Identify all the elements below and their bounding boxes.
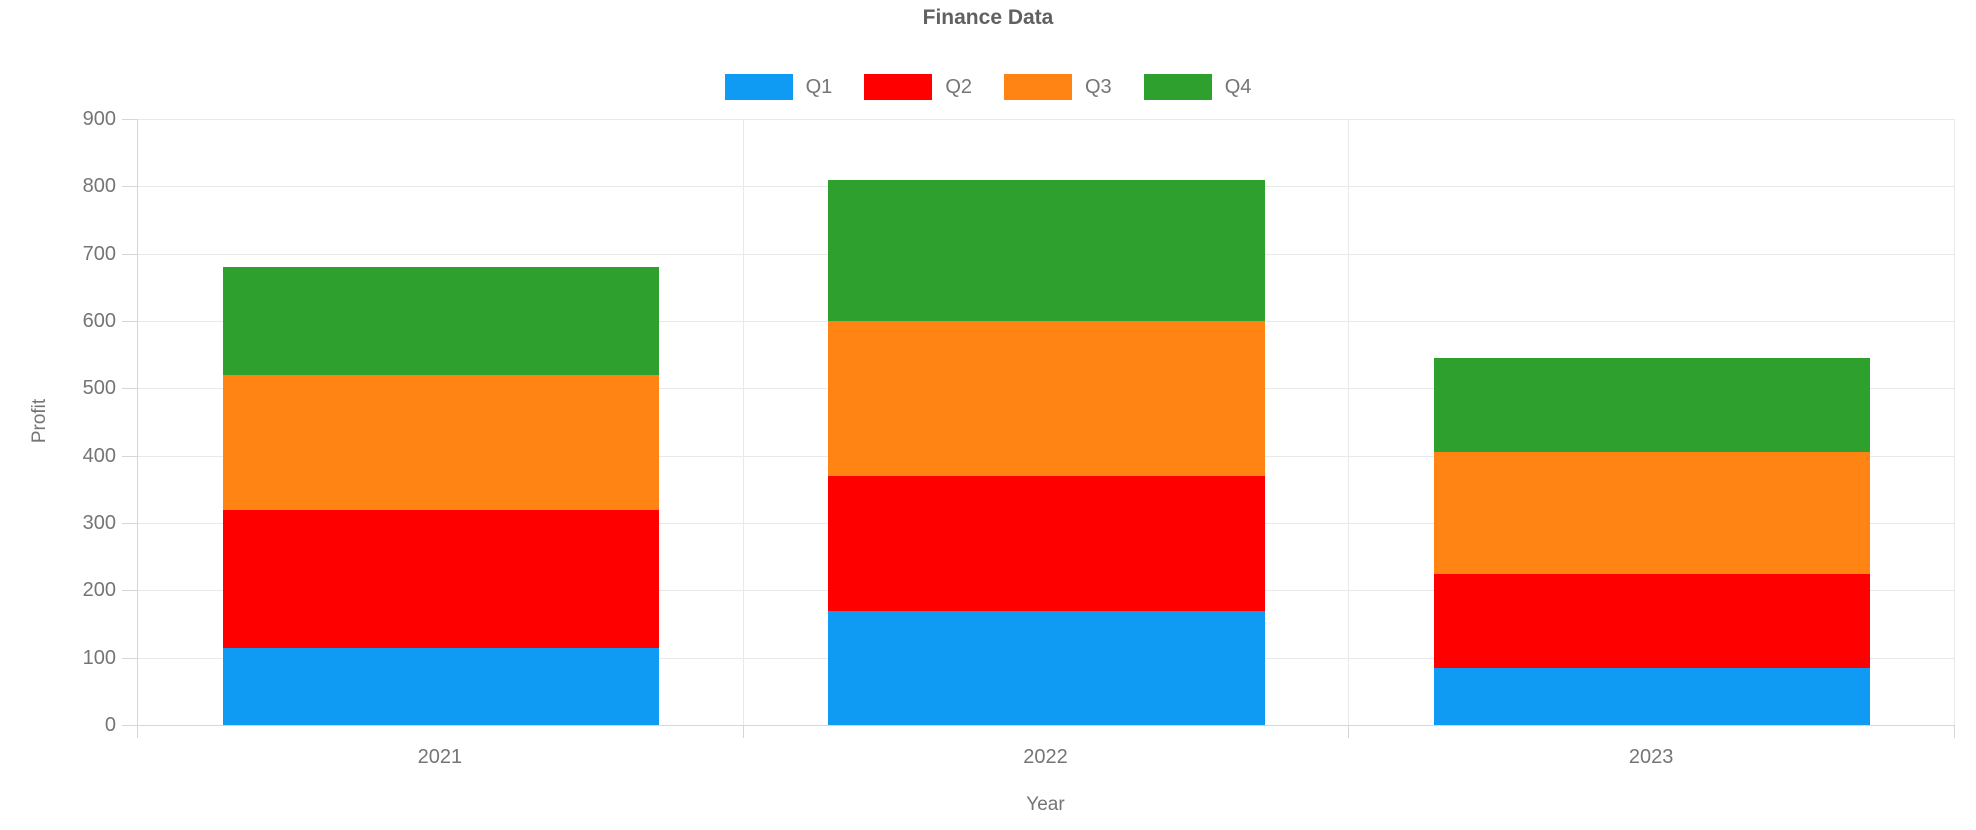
- x-axis-tick: [1954, 726, 1955, 738]
- y-axis-title: Profit: [29, 398, 50, 444]
- x-axis-tick: [1348, 726, 1350, 738]
- bar-segment-2022-q4[interactable]: [828, 179, 1265, 322]
- legend-label: Q4: [1224, 75, 1252, 98]
- legend-item-q2[interactable]: Q2: [864, 74, 972, 100]
- bar-segment-2021-q3[interactable]: [222, 374, 659, 510]
- bar-segment-2023-q3[interactable]: [1434, 452, 1871, 574]
- y-axis-tick: [122, 455, 137, 457]
- bar-segment-2022-q3[interactable]: [828, 321, 1265, 476]
- y-axis-tick: [122, 590, 137, 592]
- bar-segment-2023-q2[interactable]: [1434, 573, 1871, 668]
- bar-segment-2021-q4[interactable]: [222, 267, 659, 375]
- y-tick-label: 0: [104, 714, 116, 736]
- y-axis-tick: [122, 321, 137, 322]
- x-tick-label-2021: 2021: [417, 746, 463, 768]
- y-axis-tick: [122, 253, 137, 255]
- stacked-bar-2022: [828, 119, 1265, 725]
- stacked-bar-2023: [1434, 119, 1871, 725]
- y-axis-tick: [122, 186, 137, 188]
- y-tick-label: 600: [82, 310, 116, 332]
- bar-segment-2022-q1[interactable]: [828, 610, 1265, 725]
- x-tick-label-2023: 2023: [1628, 746, 1674, 768]
- legend-item-q1[interactable]: Q1: [724, 74, 833, 100]
- x-axis-tick: [137, 726, 138, 738]
- legend-swatch-q1: [724, 74, 793, 100]
- y-tick-label: 200: [82, 579, 116, 602]
- legend-label: Q1: [805, 75, 833, 98]
- y-axis-tick: [122, 388, 137, 390]
- bar-segment-2023-q1[interactable]: [1434, 667, 1871, 725]
- y-tick-label: 100: [82, 646, 116, 669]
- y-axis-tick: [122, 725, 137, 726]
- x-axis-title: Year: [1026, 794, 1065, 815]
- y-tick-label: 900: [82, 108, 116, 130]
- gridline-horizontal: [138, 119, 1955, 120]
- y-tick-label: 400: [82, 444, 116, 467]
- y-tick-label: 800: [82, 175, 116, 198]
- bar-segment-2021-q1[interactable]: [222, 647, 659, 725]
- legend-label: Q3: [1085, 75, 1112, 98]
- bar-segment-2022-q2[interactable]: [828, 475, 1265, 611]
- legend-swatch-q3: [1004, 74, 1072, 100]
- gridline-vertical: [742, 119, 744, 725]
- legend-swatch-q2: [864, 74, 933, 100]
- y-axis-tick: [122, 657, 137, 659]
- legend-swatch-q4: [1143, 74, 1212, 100]
- x-tick-label-2022: 2022: [1023, 746, 1068, 768]
- legend-item-q3[interactable]: Q3: [1004, 74, 1112, 100]
- y-tick-label: 500: [82, 377, 116, 400]
- legend: Q1 Q2 Q3 Q4: [0, 74, 1976, 100]
- gridline-vertical: [1348, 119, 1350, 725]
- bar-segment-2021-q2[interactable]: [222, 509, 659, 648]
- bar-segment-2023-q4[interactable]: [1434, 358, 1871, 453]
- gridline-vertical: [1954, 119, 1955, 725]
- plot-area: [122, 119, 1955, 738]
- legend-item-q4[interactable]: Q4: [1143, 74, 1252, 100]
- stacked-bar-2021: [222, 119, 659, 725]
- legend-label: Q2: [945, 75, 972, 98]
- y-tick-label: 300: [82, 512, 116, 534]
- y-axis-tick: [122, 523, 137, 524]
- chart-title: Finance Data: [922, 6, 1054, 29]
- x-axis-tick: [742, 726, 744, 738]
- y-tick-label: 700: [82, 242, 116, 265]
- y-axis-tick: [122, 119, 137, 120]
